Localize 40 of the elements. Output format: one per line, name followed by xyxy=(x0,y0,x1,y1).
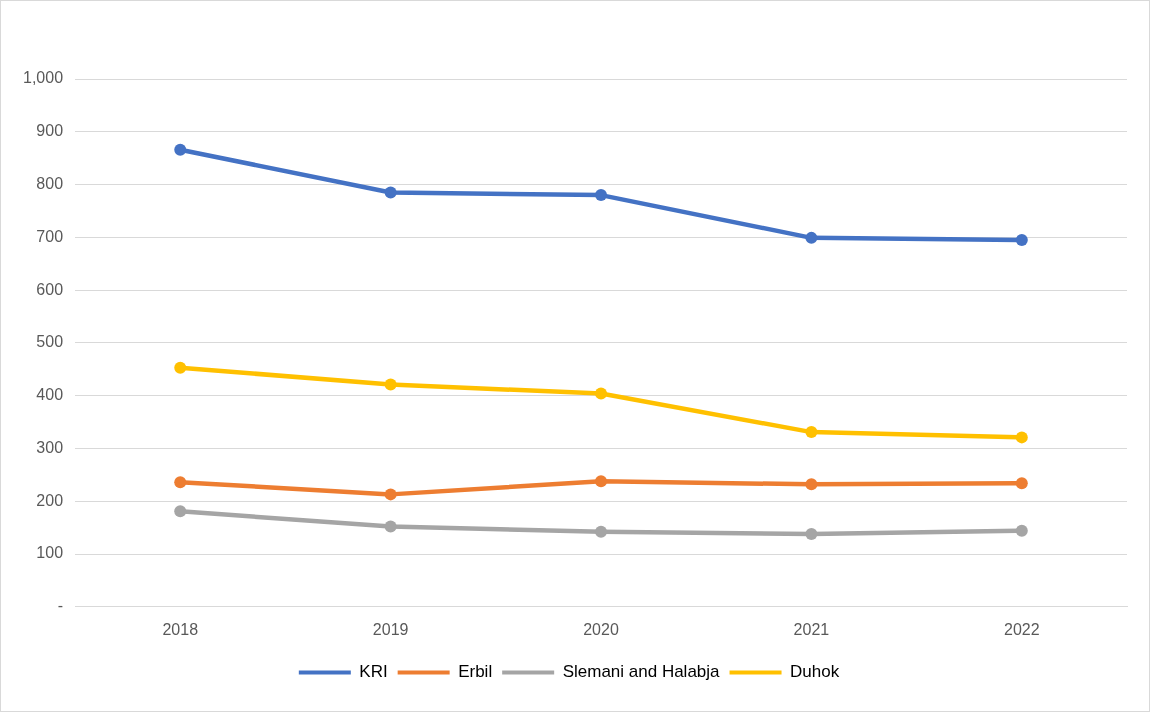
point xyxy=(595,525,608,538)
point xyxy=(174,505,187,518)
legend-label: Duhok xyxy=(790,662,840,682)
point xyxy=(1015,477,1028,490)
point xyxy=(595,387,608,400)
y-tick-label: 500 xyxy=(36,333,64,351)
y-tick-label: 100 xyxy=(36,544,64,562)
point xyxy=(1015,233,1028,246)
point xyxy=(174,476,187,489)
x-tick-label: 2022 xyxy=(1004,620,1040,638)
point xyxy=(595,189,608,202)
point xyxy=(384,488,397,501)
point xyxy=(805,231,818,244)
point xyxy=(384,186,397,199)
point xyxy=(174,143,187,156)
point xyxy=(384,520,397,533)
x-tick-label: 2020 xyxy=(583,620,619,638)
y-tick-label: 900 xyxy=(36,122,64,140)
x-tick-label: 2021 xyxy=(793,620,830,638)
x-tick-label: 2018 xyxy=(162,620,199,638)
point xyxy=(174,361,187,374)
point xyxy=(1015,524,1028,537)
point xyxy=(384,378,397,391)
point xyxy=(595,475,608,488)
legend-label: Erbil xyxy=(458,662,493,682)
y-tick-label: - xyxy=(57,597,64,615)
point xyxy=(805,478,818,491)
legend-label: KRI xyxy=(359,662,388,682)
y-tick-label: 1,000 xyxy=(22,69,64,87)
x-tick-label: 2019 xyxy=(372,620,409,638)
point xyxy=(805,527,818,540)
y-tick-label: 200 xyxy=(36,491,64,509)
legend-label: Slemani and Halabja xyxy=(562,662,721,682)
y-tick-label: 700 xyxy=(36,227,64,245)
y-tick-label: 400 xyxy=(36,386,64,404)
y-tick-label: 600 xyxy=(36,280,64,298)
point xyxy=(805,426,818,439)
point xyxy=(1015,431,1028,444)
y-tick-label: 300 xyxy=(36,438,64,456)
y-tick-label: 800 xyxy=(36,174,64,192)
